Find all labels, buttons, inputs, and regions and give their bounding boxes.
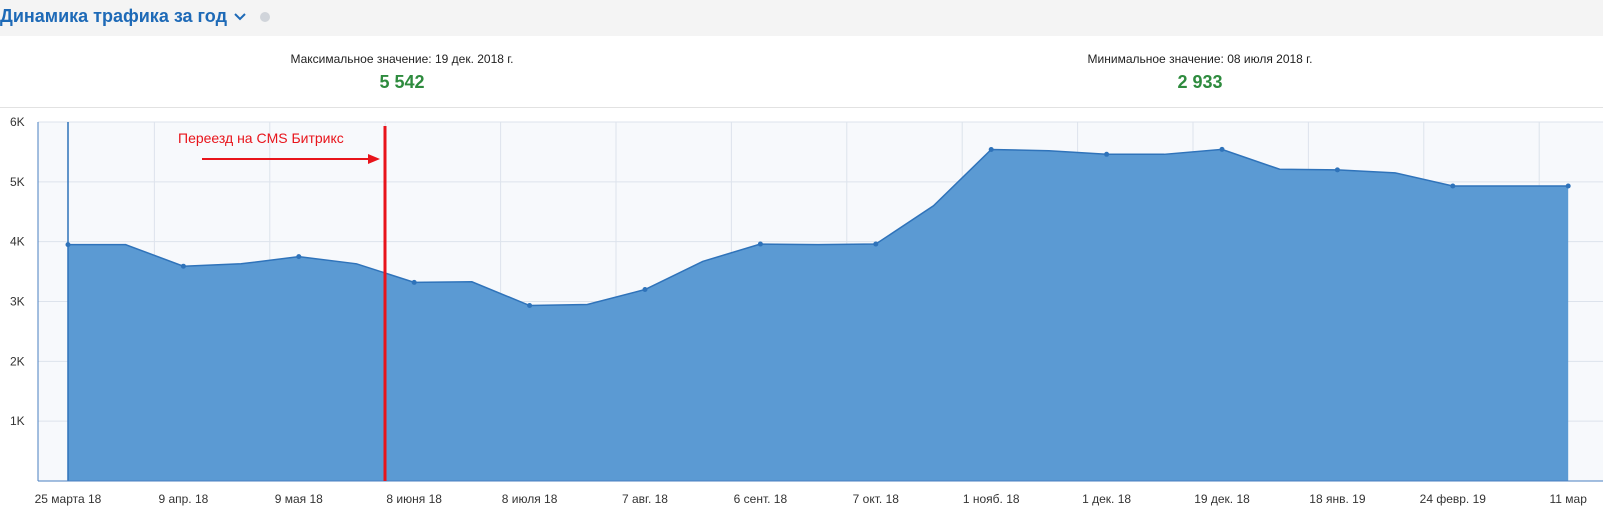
point xyxy=(296,254,302,260)
arrow-head xyxy=(368,154,380,164)
stat-value: 2 933 xyxy=(1177,72,1223,92)
stat-label: Минимальное значение: 08 июля 2018 г. xyxy=(1087,52,1313,66)
point xyxy=(1334,167,1340,173)
y-tick-label: 1K xyxy=(10,414,25,428)
point xyxy=(1565,183,1571,189)
y-tick-label: 4K xyxy=(10,235,25,249)
x-tick-label: 6 сент. 18 xyxy=(734,492,788,506)
x-tick-label: 8 июля 18 xyxy=(502,492,558,506)
x-tick-label: 18 янв. 19 xyxy=(1309,492,1366,506)
y-tick-label: 3K xyxy=(10,295,25,309)
stat-label: Максимальное значение: 19 дек. 2018 г. xyxy=(290,52,514,66)
x-tick-label: 7 окт. 18 xyxy=(853,492,900,506)
x-tick-label: 25 марта 18 xyxy=(35,492,102,506)
x-tick-label: 9 апр. 18 xyxy=(158,492,208,506)
point xyxy=(180,263,186,269)
header: Динамика трафика за год xyxy=(0,0,1603,36)
max-stat: Максимальное значение: 19 дек. 2018 г. 5… xyxy=(202,52,602,93)
area xyxy=(68,149,1569,481)
x-tick-label: 7 авг. 18 xyxy=(622,492,668,506)
y-tick-label: 2K xyxy=(10,354,25,368)
y-tick-label: 5K xyxy=(10,175,25,189)
info-icon[interactable] xyxy=(260,12,270,22)
x-tick-label: 9 мая 18 xyxy=(275,492,323,506)
point xyxy=(757,241,763,247)
min-stat: Минимальное значение: 08 июля 2018 г. 2 … xyxy=(1000,52,1400,93)
chevron[interactable] xyxy=(234,13,246,21)
point xyxy=(1450,183,1456,189)
title[interactable]: Динамика трафика за год xyxy=(0,6,227,26)
point xyxy=(1104,151,1110,157)
point xyxy=(411,279,417,285)
y-tick-label: 6K xyxy=(10,115,25,129)
x-tick-label: 11 мар xyxy=(1550,492,1588,506)
x-tick-label: 8 июня 18 xyxy=(386,492,442,506)
line xyxy=(68,148,1569,307)
header-icons xyxy=(234,12,270,22)
separator xyxy=(0,107,1603,108)
point xyxy=(1219,146,1225,152)
x-tick-label: 19 дек. 18 xyxy=(1194,492,1250,506)
point xyxy=(873,241,879,247)
x-tick-label: 24 февр. 19 xyxy=(1420,492,1487,506)
point xyxy=(527,303,533,309)
point xyxy=(988,147,994,153)
x-tick-label: 1 нояб. 18 xyxy=(963,492,1020,506)
x-tick-label: 1 дек. 18 xyxy=(1082,492,1131,506)
point xyxy=(642,287,648,293)
stat-value: 5 542 xyxy=(379,72,425,92)
annotation: Переезд на CMS Битрикс xyxy=(178,130,344,146)
